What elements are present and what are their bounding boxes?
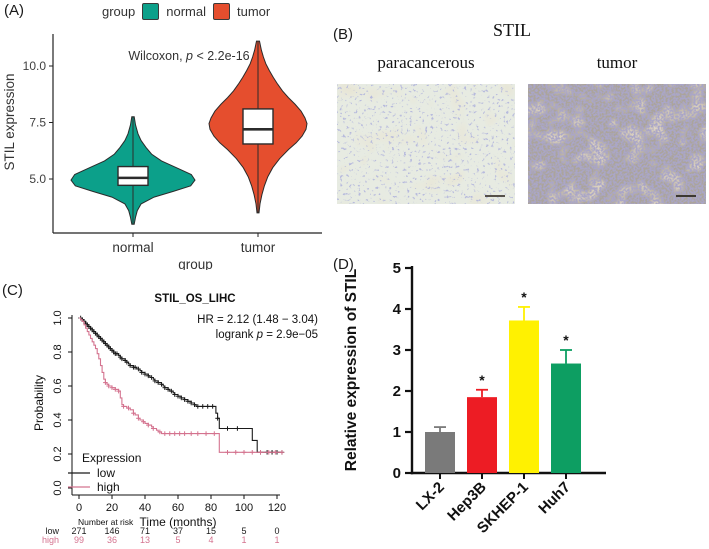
panel-b-title: STIL [493,20,531,40]
bar-Huh7 [551,363,581,473]
km-y-tick-label: 0.6 [52,378,64,393]
bar-y-tick-label: 5 [393,260,401,277]
box-normal [117,165,149,187]
logrank-annotation: logrank p = 2.9e−05 [216,329,318,341]
bar-Hep3B [467,397,497,473]
legend-swatch-tumor [213,3,230,20]
paracancerous-tissue-texture [337,84,515,204]
wilcoxon-annotation: Wilcoxon, p < 2.2e-16 [128,49,249,63]
tumor-label: tumor [596,53,638,72]
risk-value: 271 [71,526,86,536]
paracancerous-label: paracancerous [377,53,475,72]
violin-y-tick-label: 10.0 [23,59,47,73]
km-x-tick-label: 0 [76,502,82,514]
km-legend-title: Expression [82,451,141,465]
km-x-tick-label: 20 [106,502,118,514]
risk-value: 99 [74,535,84,545]
km-y-tick-label: 0.0 [52,480,64,495]
km-y-axis-title: Probability [32,375,46,431]
bar-y-tick-label: 1 [393,424,401,441]
km-x-tick-label: 80 [205,502,217,514]
risk-value: 1 [274,535,279,545]
panel-c-label: (C) [2,282,23,299]
risk-value: 0 [274,526,279,536]
km-y-tick-label: 0.2 [52,446,64,461]
box-tumor [242,108,274,145]
risk-table-header: Number at risk [78,517,134,527]
risk-value: 37 [173,526,183,536]
violin-y-tick-label: 7.5 [29,116,46,130]
bar-SKHEP-1 [509,320,539,473]
risk-value: 5 [241,526,246,536]
risk-value: 146 [104,526,119,536]
panel-d-label: (D) [333,256,354,273]
risk-value: 1 [241,535,246,545]
significance-marker: * [479,372,485,388]
bar-y-axis-title: Relative expression of STIL [343,269,360,471]
violin-x-axis-title: group [178,257,213,270]
km-y-tick-label: 1.0 [52,310,64,325]
bar-y-tick-label: 3 [393,342,401,359]
violin-legend: group normal tumor [102,3,270,20]
violin-y-tick-label: 5.0 [29,172,46,186]
km-x-tick-label: 100 [235,502,253,514]
violin-x-tick-label: tumor [241,240,276,255]
violin-x-tick-label: normal [112,240,153,255]
legend-label-normal: normal [166,4,206,19]
risk-value: 13 [140,535,150,545]
km-x-tick-label: 40 [139,502,151,514]
bar-x-tick-label: LX-2 [413,479,448,514]
legend-swatch-normal [142,3,160,20]
km-x-tick-label: 120 [268,502,286,514]
km-x-axis-title: Time (months) [140,515,217,529]
significance-marker: * [563,332,569,348]
risk-value: 5 [175,535,180,545]
risk-value: 15 [206,526,216,536]
panel-b-label: (B) [333,26,353,43]
violin-y-axis-title: STIL expression [2,73,17,170]
km-y-tick-label: 0.8 [52,344,64,359]
km-legend-label-high: high [97,480,120,494]
km-y-tick-label: 0.4 [52,412,64,427]
violin-legend-title: group [102,4,136,19]
violin-chart: 5.0 7.5 10.0 STIL expression Wilcoxon, p < 2… [2,34,322,270]
bar-y-tick-label: 2 [393,383,401,400]
risk-value: 36 [107,535,117,545]
bar-y-tick-label: 4 [393,301,402,318]
risk-value: 71 [140,526,150,536]
bar-y-tick-label: 0 [393,465,401,482]
km-x-tick-label: 60 [172,502,184,514]
km-legend-label-low: low [97,466,115,480]
bar-x-tick-label: Huh7 [535,479,574,518]
tumor-tissue-texture [528,84,706,204]
hr-annotation: HR = 2.12 (1.48 − 3.04) [197,314,318,326]
bar-LX-2 [425,432,455,473]
significance-marker: * [521,289,527,305]
risk-row-label-high: high [42,535,59,545]
risk-value: 4 [208,535,213,545]
paracancerous-image [337,84,515,204]
risk-row-label-low: low [45,526,59,536]
legend-label-tumor: tumor [237,4,271,19]
km-title: STIL_OS_LIHC [154,293,235,305]
panel-a-label: (A) [4,2,24,19]
tumor-image [528,84,706,204]
